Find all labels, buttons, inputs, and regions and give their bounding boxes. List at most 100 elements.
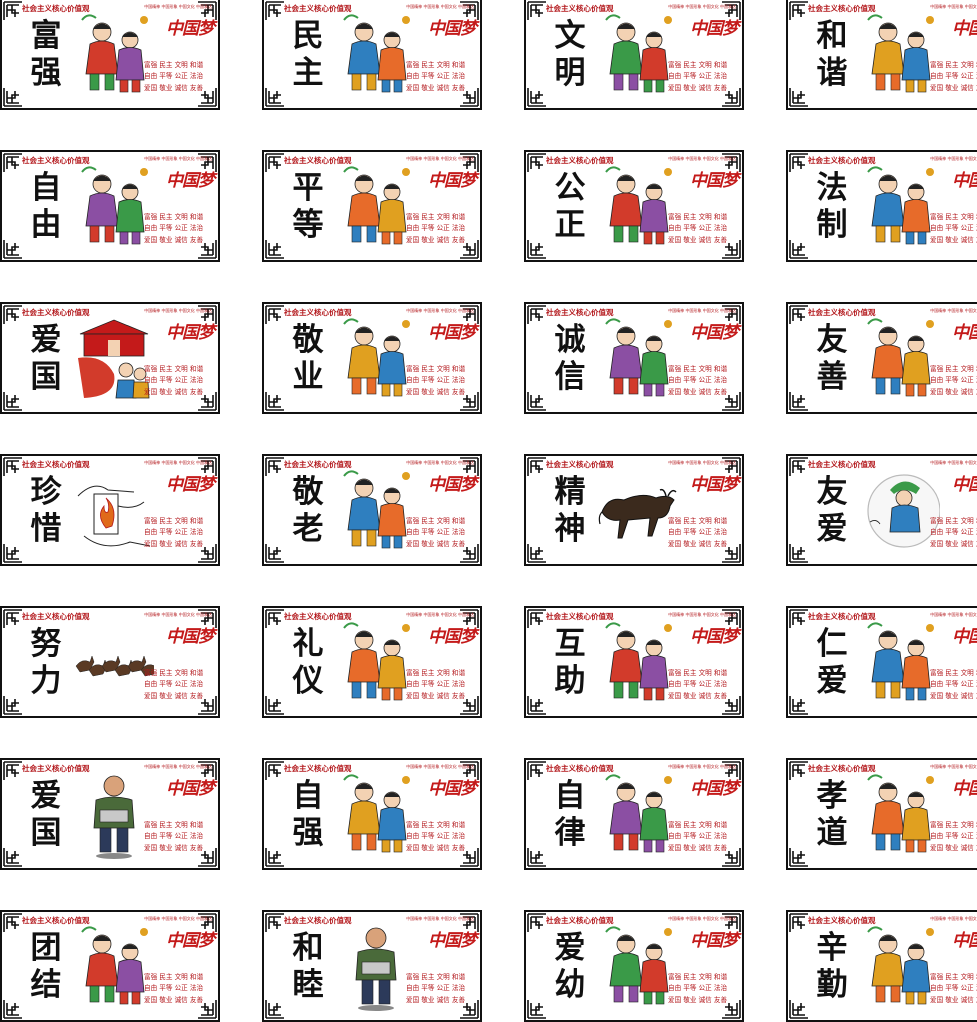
corner-fret-icon: [3, 999, 23, 1019]
card-header: 社会主义核心价值观: [546, 156, 614, 165]
values-line: 富强 民主 文明 和谐: [406, 365, 466, 373]
corner-fret-icon: [3, 609, 23, 629]
card-title: 文明: [554, 18, 586, 91]
corner-fret-icon: [265, 847, 285, 867]
figures-icon: [860, 10, 940, 100]
values-line: 富强 民主 文明 和谐: [144, 973, 204, 981]
slogan-calligraphy: 中国梦: [690, 475, 739, 495]
card-topline: 中国精神 中国形象 中国文化 中国表达: [668, 764, 736, 769]
corner-fret-icon: [527, 1, 547, 21]
card-topline: 中国精神 中国形象 中国文化 中国表达: [406, 764, 474, 769]
card-header: 社会主义核心价值观: [546, 308, 614, 317]
core-values-list: 富强 民主 文明 和谐 自由 平等 公正 法治 爱国 敬业 诚信 友善: [930, 972, 977, 1006]
corner-fret-icon: [3, 847, 23, 867]
values-line: 富强 民主 文明 和谐: [930, 61, 977, 69]
card-title: 努力: [30, 626, 62, 699]
values-line: 富强 民主 文明 和谐: [144, 821, 204, 829]
card-header: 社会主义核心价值观: [22, 764, 90, 773]
corner-fret-icon: [527, 999, 547, 1019]
poster-card: 社会主义核心价值观 中国精神 中国形象 中国文化 中国表达 自强 中国梦 富强 …: [262, 758, 482, 870]
corner-fret-icon: [789, 913, 809, 933]
corner-fret-icon: [3, 153, 23, 173]
poster-card: 社会主义核心价值观 中国精神 中国形象 中国文化 中国表达 辛勤 中国梦 富强 …: [786, 910, 977, 1022]
corner-fret-icon: [3, 457, 23, 477]
values-line: 爱国 敬业 诚信 友善: [144, 995, 204, 1004]
values-line: 自由 平等 公正 法治: [668, 224, 728, 233]
values-line: 爱国 敬业 诚信 友善: [406, 83, 466, 92]
card-topline: 中国精神 中国形象 中国文化 中国表达: [930, 156, 977, 161]
values-line: 自由 平等 公正 法治: [668, 376, 728, 385]
poster-card: 社会主义核心价值观 中国精神 中国形象 中国文化 中国表达 和谐 中国梦 富强 …: [786, 0, 977, 110]
values-line: 爱国 敬业 诚信 友善: [668, 539, 728, 548]
figures-icon: [598, 618, 678, 708]
slogan-calligraphy: 中国梦: [166, 627, 215, 647]
card-title: 诚信: [554, 322, 586, 395]
values-line: 富强 民主 文明 和谐: [668, 821, 728, 829]
slogan-calligraphy: 中国梦: [690, 323, 739, 343]
corner-fret-icon: [527, 305, 547, 325]
core-values-list: 富强 民主 文明 和谐 自由 平等 公正 法治 爱国 敬业 诚信 友善: [668, 212, 742, 246]
corner-fret-icon: [527, 761, 547, 781]
card-title: 友善: [816, 322, 848, 395]
corner-fret-icon: [527, 913, 547, 933]
figures-icon: [860, 618, 940, 708]
card-header: 社会主义核心价值观: [22, 916, 90, 925]
values-line: 自由 平等 公正 法治: [930, 832, 977, 841]
poster-card: 社会主义核心价值观 中国精神 中国形象 中国文化 中国表达 努力 中国梦 富强 …: [0, 606, 220, 718]
card-topline: 中国精神 中国形象 中国文化 中国表达: [144, 916, 212, 921]
values-line: 爱国 敬业 诚信 友善: [930, 83, 977, 92]
corner-fret-icon: [265, 761, 285, 781]
card-header: 社会主义核心价值观: [546, 460, 614, 469]
slogan-calligraphy: 中国梦: [952, 931, 977, 951]
core-values-list: 富强 民主 文明 和谐 自由 平等 公正 法治 爱国 敬业 诚信 友善: [144, 60, 218, 94]
card-title: 法制: [816, 170, 848, 243]
core-values-list: 富强 民主 文明 和谐 自由 平等 公正 法治 爱国 敬业 诚信 友善: [668, 820, 742, 854]
card-header: 社会主义核心价值观: [808, 916, 876, 925]
card-topline: 中国精神 中国形象 中国文化 中国表达: [668, 460, 736, 465]
values-line: 自由 平等 公正 法治: [144, 680, 204, 689]
values-line: 富强 民主 文明 和谐: [406, 821, 466, 829]
corner-fret-icon: [265, 913, 285, 933]
values-line: 富强 民主 文明 和谐: [144, 669, 204, 677]
corner-fret-icon: [789, 999, 809, 1019]
card-topline: 中国精神 中国形象 中国文化 中国表达: [930, 4, 977, 9]
corner-fret-icon: [789, 543, 809, 563]
corner-fret-icon: [527, 847, 547, 867]
core-values-list: 富强 民主 文明 和谐 自由 平等 公正 法治 爱国 敬业 诚信 友善: [406, 516, 480, 550]
slogan-calligraphy: 中国梦: [690, 779, 739, 799]
card-title: 和谐: [816, 18, 848, 91]
card-topline: 中国精神 中国形象 中国文化 中国表达: [406, 612, 474, 617]
corner-fret-icon: [3, 305, 23, 325]
card-topline: 中国精神 中国形象 中国文化 中国表达: [406, 916, 474, 921]
values-line: 爱国 敬业 诚信 友善: [930, 843, 977, 852]
slogan-calligraphy: 中国梦: [166, 19, 215, 39]
corner-fret-icon: [265, 391, 285, 411]
core-values-list: 富强 民主 文明 和谐 自由 平等 公正 法治 爱国 敬业 诚信 友善: [930, 668, 977, 702]
values-line: 富强 民主 文明 和谐: [930, 365, 977, 373]
card-title: 平等: [292, 170, 324, 243]
values-line: 爱国 敬业 诚信 友善: [930, 235, 977, 244]
card-topline: 中国精神 中国形象 中国文化 中国表达: [668, 916, 736, 921]
card-title: 富强: [30, 18, 62, 91]
values-line: 富强 民主 文明 和谐: [406, 973, 466, 981]
poster-card: 社会主义核心价值观 中国精神 中国形象 中国文化 中国表达 互助 中国梦 富强 …: [524, 606, 744, 718]
card-header: 社会主义核心价值观: [22, 4, 90, 13]
card-header: 社会主义核心价值观: [284, 612, 352, 621]
values-line: 自由 平等 公正 法治: [668, 832, 728, 841]
values-line: 富强 民主 文明 和谐: [930, 669, 977, 677]
card-topline: 中国精神 中国形象 中国文化 中国表达: [144, 764, 212, 769]
card-topline: 中国精神 中国形象 中国文化 中国表达: [668, 4, 736, 9]
core-values-list: 富强 民主 文明 和谐 自由 平等 公正 法治 爱国 敬业 诚信 友善: [406, 972, 480, 1006]
values-line: 富强 民主 文明 和谐: [144, 61, 204, 69]
core-values-list: 富强 民主 文明 和谐 自由 平等 公正 法治 爱国 敬业 诚信 友善: [668, 60, 742, 94]
corner-fret-icon: [3, 391, 23, 411]
card-header: 社会主义核心价值观: [808, 764, 876, 773]
card-title: 辛勤: [816, 930, 848, 1003]
poster-card: 社会主义核心价值观 中国精神 中国形象 中国文化 中国表达 诚信 中国梦 富强 …: [524, 302, 744, 414]
card-title: 敬老: [292, 474, 324, 547]
card-topline: 中国精神 中国形象 中国文化 中国表达: [144, 308, 212, 313]
poster-card: 社会主义核心价值观 中国精神 中国形象 中国文化 中国表达 法制 中国梦 富强 …: [786, 150, 977, 262]
values-line: 富强 民主 文明 和谐: [930, 213, 977, 221]
horses-icon: [74, 618, 160, 708]
card-topline: 中国精神 中国形象 中国文化 中国表达: [406, 156, 474, 161]
